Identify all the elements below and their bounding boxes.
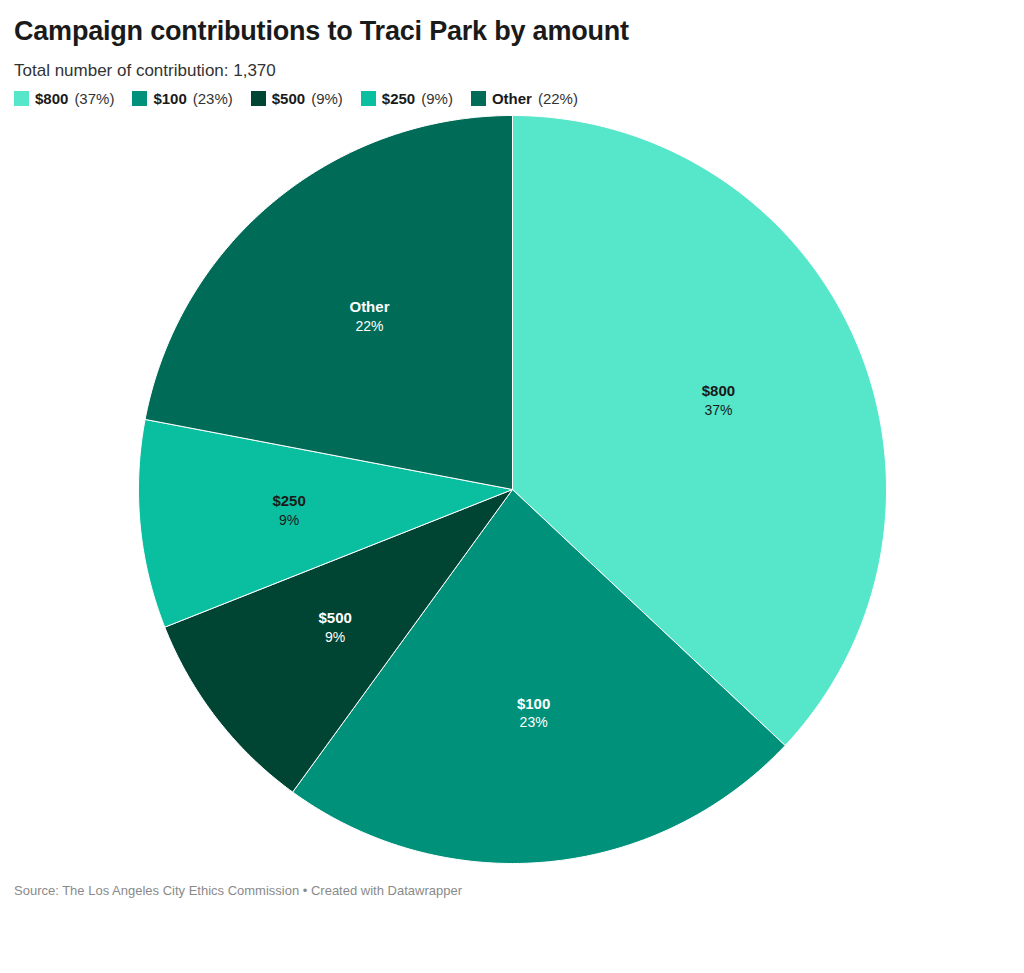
svg-text:$800: $800 [702, 382, 735, 399]
html-text:$250 (9%): $250 (9%) [381, 90, 453, 107]
svg-text:$500: $500 [319, 609, 352, 626]
svg-text:22%: 22% [355, 318, 383, 334]
html-text:Campaign contributions to Trac: Campaign contributions to Traci Park by … [14, 16, 629, 46]
svg-text:9%: 9% [325, 629, 345, 645]
svg-text:Other: Other [349, 298, 389, 315]
html-text:Other (22%): Other (22%) [491, 90, 578, 107]
html-text:$500 (9%): $500 (9%) [271, 90, 343, 107]
svg-text:$100: $100 [517, 695, 550, 712]
html-text:Source: The Los Angeles City E: Source: The Los Angeles City Ethics Comm… [14, 883, 462, 898]
svg-text:37%: 37% [704, 402, 732, 418]
html-text:$800 (37%): $800 (37%) [35, 90, 115, 107]
html-text:$100 (23%): $100 (23%) [153, 90, 233, 107]
svg-text:23%: 23% [520, 714, 548, 730]
svg-text:9%: 9% [279, 512, 299, 528]
svg-text:$250: $250 [272, 492, 305, 509]
html-text:Total number of contribution:: Total number of contribution: 1,370 [14, 61, 276, 80]
